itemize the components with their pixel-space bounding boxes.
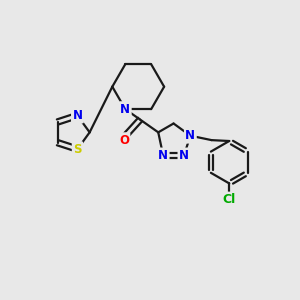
Text: S: S bbox=[73, 142, 82, 156]
Text: O: O bbox=[119, 134, 129, 147]
Text: N: N bbox=[120, 103, 130, 116]
Text: N: N bbox=[179, 149, 189, 162]
Text: N: N bbox=[185, 129, 195, 142]
Text: N: N bbox=[158, 149, 168, 162]
Text: Cl: Cl bbox=[223, 193, 236, 206]
Text: N: N bbox=[72, 109, 82, 122]
